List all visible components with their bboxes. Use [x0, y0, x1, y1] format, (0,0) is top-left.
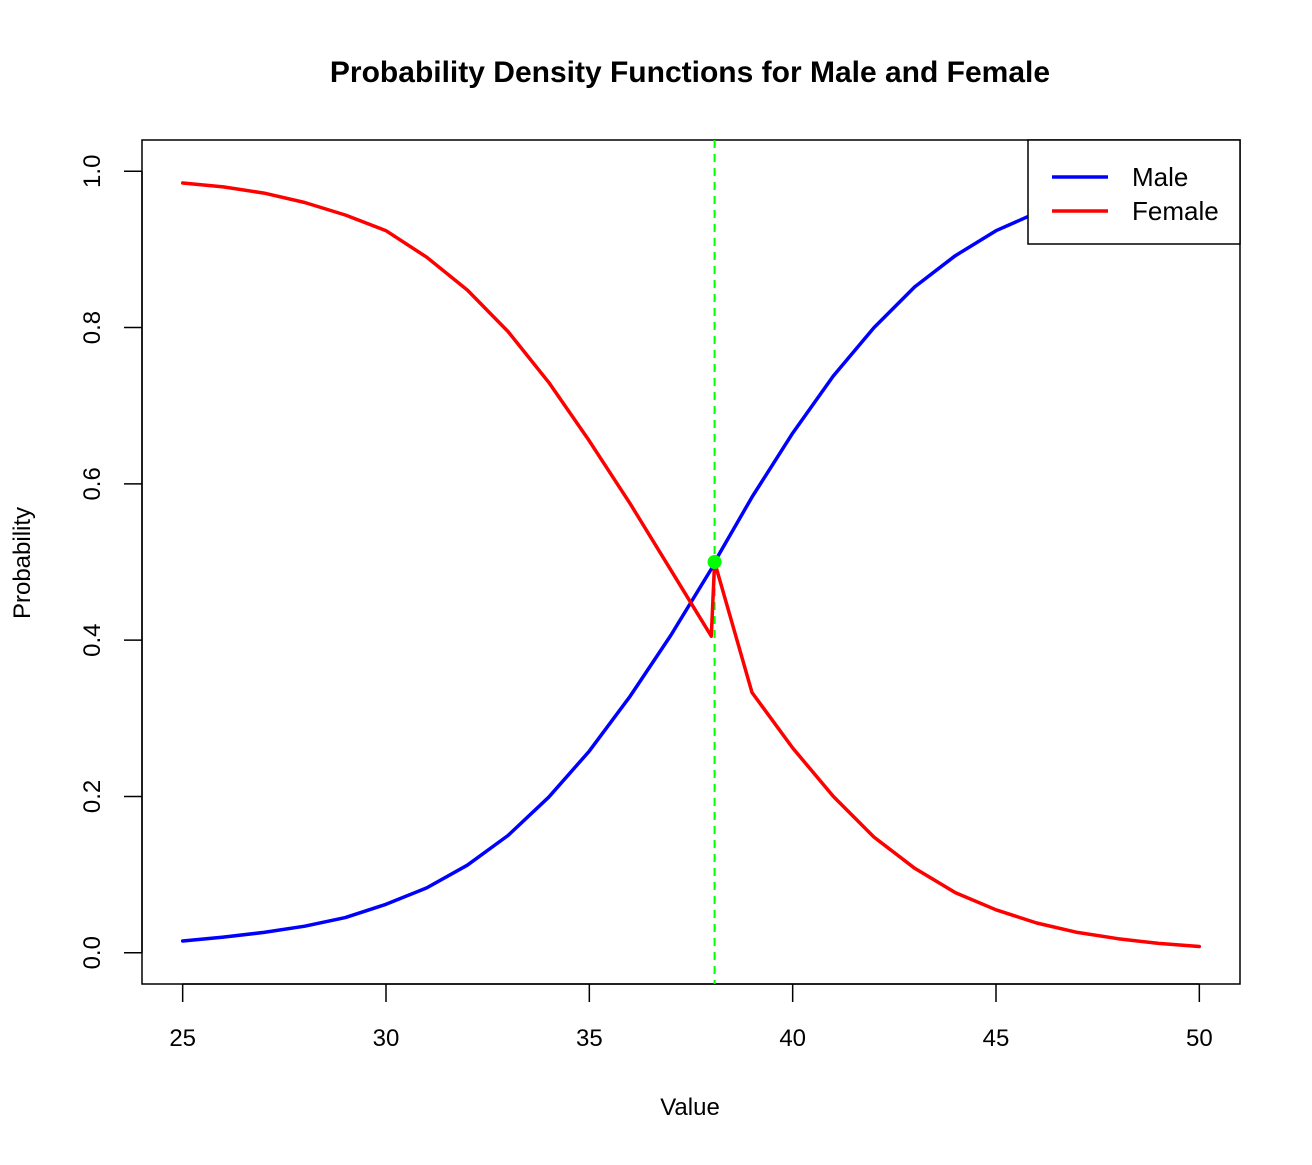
axes: 25 30 35 40 45 50 0.0 0.2 0.4 0.6 0.8 1.0 — [79, 139, 1241, 1052]
series-line-female — [180, 181, 1202, 949]
legend-label-male: Male — [1132, 162, 1188, 192]
intersection-point — [707, 555, 722, 569]
chart-title: Probability Density Functions for Male a… — [330, 56, 1050, 89]
y-tick-label: 0.4 — [79, 623, 106, 656]
x-tick-label: 40 — [779, 1025, 806, 1052]
legend-label-female: Female — [1132, 196, 1219, 226]
plot-frame — [141, 139, 1241, 985]
x-axis-label: Value — [660, 1094, 720, 1121]
plot-area — [180, 140, 1202, 984]
y-tick-label: 0.0 — [79, 936, 106, 969]
x-tick-label: 50 — [1186, 1025, 1213, 1052]
x-tick-label: 30 — [373, 1025, 400, 1052]
y-tick-label: 0.8 — [79, 311, 106, 344]
y-axis-label: Probability — [9, 507, 36, 619]
x-tick-label: 35 — [576, 1025, 603, 1052]
legend: Male Female — [1027, 139, 1241, 245]
series-line-male — [180, 178, 1202, 943]
x-tick-label: 45 — [983, 1025, 1010, 1052]
legend-box — [1027, 139, 1241, 245]
y-tick-label: 0.6 — [79, 467, 106, 500]
y-tick-label: 1.0 — [79, 155, 106, 188]
y-tick-label: 0.2 — [79, 780, 106, 813]
x-tick-label: 25 — [169, 1025, 196, 1052]
